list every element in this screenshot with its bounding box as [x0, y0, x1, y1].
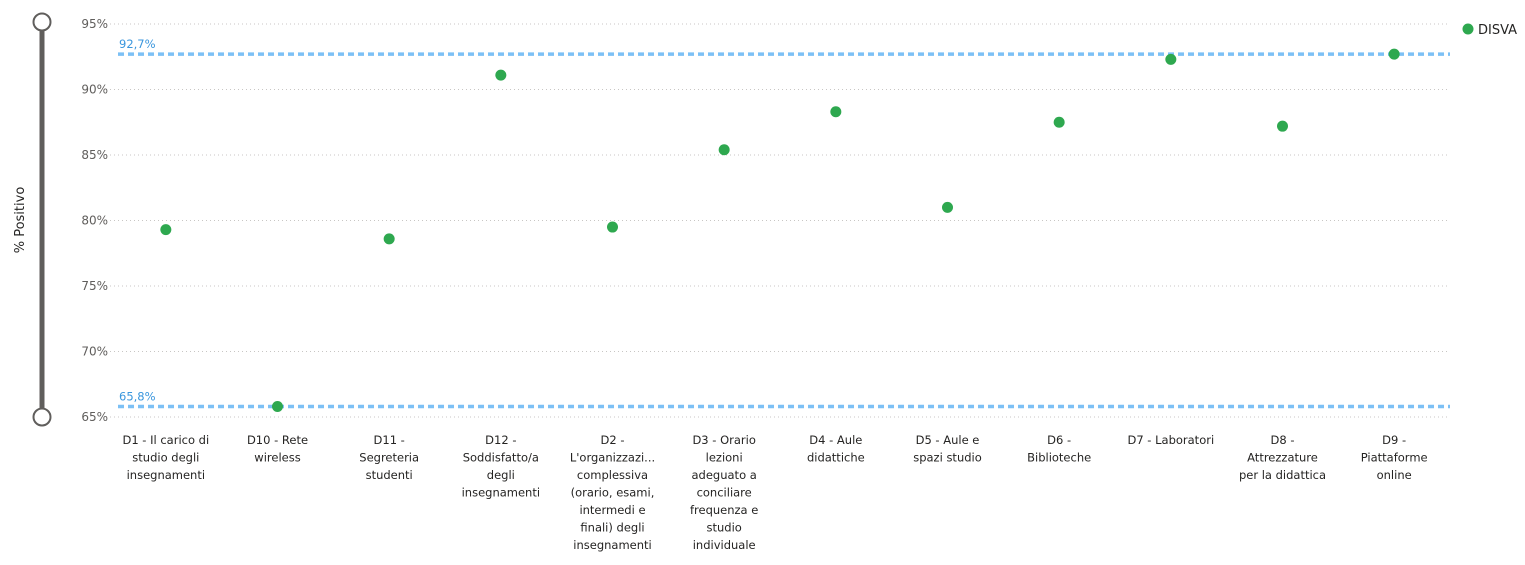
range-slider[interactable]: [32, 12, 52, 427]
x-category-label: D1 - Il carico di studio degli insegnament…: [122, 433, 209, 482]
data-point[interactable]: [718, 144, 730, 156]
data-point[interactable]: [495, 69, 507, 81]
x-category-label: D2 -L'organizzazi... complessiva (orario, …: [570, 433, 655, 552]
range-slider-bottom-handle[interactable]: [32, 407, 52, 427]
x-category-label: D11 -Segreteria studenti: [359, 433, 419, 482]
y-tick-label: 90%: [81, 83, 108, 97]
data-point[interactable]: [383, 233, 395, 245]
y-tick-label: 70%: [81, 345, 108, 359]
data-point[interactable]: [1388, 48, 1400, 60]
x-category-label: D4 - Aule didattiche: [807, 433, 865, 465]
data-point[interactable]: [942, 201, 953, 213]
x-category-label: D3 - Orario lezioni adeguato a conciliare fr…: [690, 433, 758, 552]
data-point[interactable]: [607, 221, 618, 233]
data-point[interactable]: [160, 224, 172, 236]
x-category-label: D5 - Aule e spazi studio: [913, 433, 982, 465]
reference-line-label: 65,8%: [119, 390, 156, 404]
y-axis-title: % Positivo: [13, 187, 28, 254]
range-slider-top-handle[interactable]: [32, 12, 52, 32]
x-category-label: D9 -Piattaforme online: [1361, 433, 1428, 482]
reference-line-label: 92,7%: [119, 37, 156, 51]
data-point[interactable]: [830, 106, 842, 118]
legend[interactable]: DISVA: [1462, 23, 1518, 38]
legend-marker-disva: [1462, 23, 1474, 35]
y-tick-label: 80%: [81, 214, 108, 228]
x-category-label: D12 -Soddisfatto/a degli insegnamenti: [462, 433, 540, 500]
data-point[interactable]: [1165, 53, 1177, 65]
y-tick-label: 85%: [81, 148, 108, 162]
x-category-label: D8 -Attrezzature per la didattica: [1239, 433, 1326, 482]
data-point[interactable]: [1053, 116, 1065, 128]
data-point[interactable]: [1277, 120, 1288, 132]
data-point[interactable]: [272, 401, 283, 413]
x-category-label: D7 - Laboratori: [1127, 433, 1214, 447]
x-category-label: D10 - Rete wireless: [247, 433, 308, 465]
x-category-label: D6 -Biblioteche: [1027, 433, 1091, 465]
y-tick-label: 75%: [81, 279, 108, 293]
y-tick-label: 95%: [81, 17, 108, 31]
y-tick-label: 65%: [81, 410, 108, 424]
legend-label-disva: DISVA: [1478, 23, 1517, 38]
